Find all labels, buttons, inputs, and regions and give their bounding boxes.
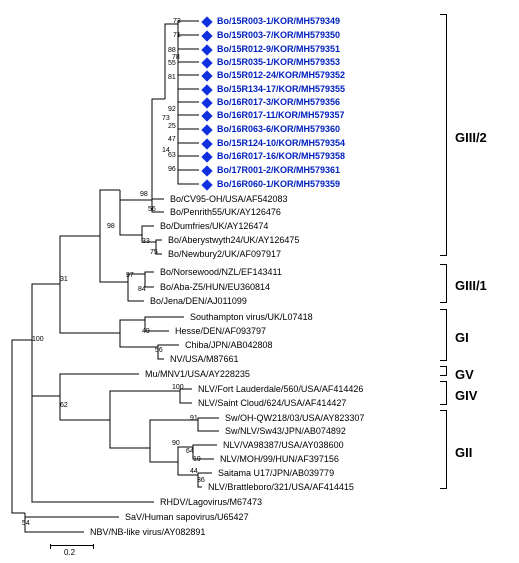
bootstrap-value: 96: [168, 166, 176, 173]
tip-label: Bo/Aba-Z5/HUN/EU360814: [160, 283, 270, 292]
group-bracket: [440, 410, 447, 489]
tip-label: Bo/15R035-1/KOR/MH579353: [217, 58, 340, 67]
bootstrap-value: 33: [142, 238, 150, 245]
group-bracket: [440, 14, 447, 256]
group-bracket: [440, 309, 447, 361]
tip-label: Bo/15R012-24/KOR/MH579352: [217, 71, 345, 80]
bootstrap-value: 98: [107, 223, 115, 230]
bootstrap-value: 100: [172, 384, 184, 391]
tip-label: Southampton virus/UK/L07418: [190, 313, 313, 322]
tip-label: Bo/17R001-2/KOR/MH579361: [217, 166, 340, 175]
tip-label: Sw/OH-QW218/03/USA/AY823307: [225, 414, 364, 423]
bootstrap-value: 64: [186, 448, 194, 455]
bootstrap-value: 98: [140, 191, 148, 198]
tip-label: Sw/NLV/Sw43/JPN/AB074892: [225, 427, 346, 436]
bootstrap-value: 56: [155, 347, 163, 354]
group-label: GIII/1: [455, 278, 487, 293]
bootstrap-value: 55: [168, 60, 176, 67]
bootstrap-value: 73: [173, 18, 181, 25]
tip-label: Chiba/JPN/AB042808: [185, 341, 273, 350]
bootstrap-value: 19: [193, 456, 201, 463]
tip-label: SaV/Human sapovirus/U65427: [125, 513, 249, 522]
tip-label: Bo/Aberystwyth24/UK/AY126475: [168, 236, 299, 245]
group-label: GIII/2: [455, 130, 487, 145]
scale-bar: [50, 545, 94, 547]
tip-label: Bo/16R063-6/KOR/MH579360: [217, 125, 340, 134]
tip-label: Bo/16R017-3/KOR/MH579356: [217, 98, 340, 107]
group-bracket: [440, 264, 447, 303]
tip-label: Bo/16R060-1/KOR/MH579359: [217, 180, 340, 189]
bootstrap-value: 31: [60, 276, 68, 283]
scale-label: 0.2: [64, 549, 75, 556]
group-bracket: [440, 366, 447, 376]
tip-label: Saitama U17/JPN/AB039779: [218, 469, 334, 478]
tip-label: NLV/Saint Cloud/624/USA/AF414427: [198, 399, 346, 408]
group-label: GIV: [455, 388, 477, 403]
bootstrap-value: 91: [190, 415, 198, 422]
tip-label: NLV/Brattleboro/321/USA/AF414415: [208, 483, 354, 492]
group-label: GII: [455, 445, 472, 460]
bootstrap-value: 54: [22, 520, 30, 527]
tip-label: NV/USA/M87661: [170, 355, 239, 364]
tip-label: RHDV/Lagovirus/M67473: [160, 498, 262, 507]
tip-label: NLV/Fort Lauderdale/560/USA/AF414426: [198, 385, 363, 394]
bootstrap-value: 25: [168, 123, 176, 130]
bootstrap-value: 75: [150, 249, 158, 256]
tip-label: Bo/16R017-16/KOR/MH579358: [217, 152, 345, 161]
bootstrap-value: 88: [168, 47, 176, 54]
bootstrap-value: 62: [60, 402, 68, 409]
bootstrap-value: 90: [172, 440, 180, 447]
bootstrap-value: 92: [168, 106, 176, 113]
tip-label: NBV/NB-like virus/AY082891: [90, 528, 205, 537]
group-label: GI: [455, 330, 469, 345]
tip-label: Mu/MNV1/USA/AY228235: [145, 370, 250, 379]
group-label: GV: [455, 367, 474, 382]
group-bracket: [440, 381, 447, 405]
bootstrap-value: 71: [173, 32, 181, 39]
bootstrap-value: 81: [168, 74, 176, 81]
tip-label: Bo/Penrith55/UK/AY126476: [170, 208, 281, 217]
bootstrap-value: 36: [197, 477, 205, 484]
tip-label: Bo/Newbury2/UK/AF097917: [168, 250, 281, 259]
bootstrap-value: 97: [126, 272, 134, 279]
tip-label: Bo/15R134-17/KOR/MH579355: [217, 85, 345, 94]
tip-label: Bo/CV95-OH/USA/AF542083: [170, 195, 288, 204]
tip-label: NLV/MOH/99/HUN/AF397156: [220, 455, 339, 464]
bootstrap-value: 56: [148, 206, 156, 213]
bootstrap-value: 44: [190, 468, 198, 475]
bootstrap-value: 84: [138, 286, 146, 293]
tip-label: Bo/Dumfries/UK/AY126474: [160, 222, 268, 231]
tip-label: Bo/Norsewood/NZL/EF143411: [160, 268, 282, 277]
tip-label: Bo/16R017-11/KOR/MH579357: [217, 111, 345, 120]
bootstrap-value: 100: [32, 336, 44, 343]
tip-label: Bo/15R003-7/KOR/MH579350: [217, 31, 340, 40]
tip-label: Bo/15R124-10/KOR/MH579354: [217, 139, 345, 148]
bootstrap-value: 49: [142, 328, 150, 335]
bootstrap-value: 47: [168, 136, 176, 143]
bootstrap-value: 73: [162, 115, 170, 122]
tip-label: Bo/15R003-1/KOR/MH579349: [217, 17, 340, 26]
tip-label: Hesse/DEN/AF093797: [175, 327, 266, 336]
tip-label: Bo/Jena/DEN/AJ011099: [150, 297, 247, 306]
tip-label: Bo/15R012-9/KOR/MH579351: [217, 45, 340, 54]
bootstrap-value: 63: [168, 152, 176, 159]
tip-label: NLV/VA98387/USA/AY038600: [223, 441, 344, 450]
